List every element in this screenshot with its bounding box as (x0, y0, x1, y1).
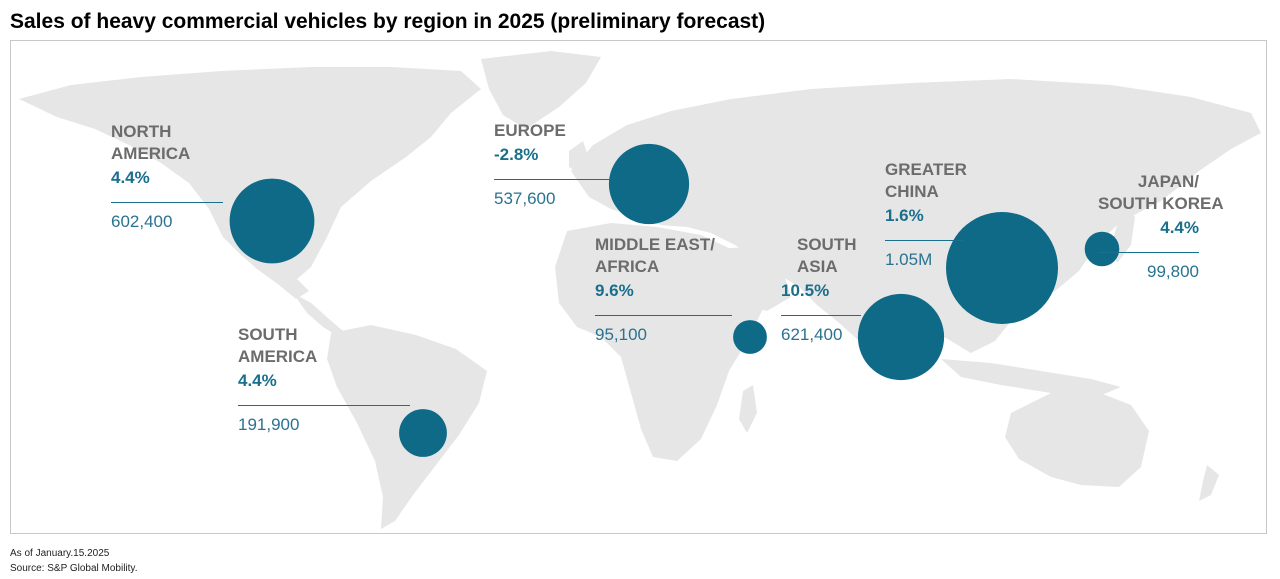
region-name: NORTH (111, 122, 172, 141)
landmass-uk (569, 141, 589, 173)
growth-rate: 4.4% (238, 371, 277, 390)
bubble-south-america (399, 409, 447, 457)
landmass-new-zealand (1199, 465, 1219, 501)
region-name: GREATER (885, 160, 967, 179)
growth-rate: 1.6% (885, 206, 924, 225)
sales-value: 1.05M (885, 250, 933, 269)
growth-rate: 10.5% (781, 281, 830, 300)
landmass-arabia (711, 247, 791, 311)
sales-value: 191,900 (238, 415, 300, 434)
region-name: MIDDLE EAST/ (595, 235, 715, 254)
region-name: SOUTH (797, 235, 857, 254)
sales-value: 621,400 (781, 325, 843, 344)
sales-value: 99,800 (1147, 262, 1199, 281)
sales-value: 537,600 (494, 189, 556, 208)
leader-line (885, 240, 963, 241)
region-label-greater-china: GREATER CHINA 1.6% 1.05M (885, 159, 967, 271)
landmass-indonesia (941, 359, 1121, 397)
leader-line (238, 405, 410, 406)
region-label-north-america: NORTH AMERICA 4.4% 602,400 (111, 121, 223, 233)
region-name: AMERICA (111, 144, 191, 163)
region-name: ASIA (797, 257, 838, 276)
landmass-africa (555, 223, 763, 461)
bubble-japan-south-korea (1084, 231, 1120, 267)
leader-line (595, 315, 732, 316)
bubble-layer (229, 143, 1120, 457)
growth-rate: 4.4% (111, 168, 150, 187)
leader-line (1098, 252, 1199, 253)
leader-line (494, 179, 610, 180)
bubble-north-america (229, 178, 315, 264)
sales-value: 602,400 (111, 212, 173, 231)
region-name: EUROPE (494, 121, 566, 140)
region-label-middle-east-africa: MIDDLE EAST/ AFRICA 9.6% 95,100 (595, 234, 732, 346)
bubble-south-asia (857, 293, 945, 381)
region-name: CHINA (885, 182, 939, 201)
growth-rate: 9.6% (595, 281, 634, 300)
region-name: SOUTH KOREA (1098, 194, 1224, 213)
bubble-europe (608, 143, 690, 225)
map-panel: NORTH AMERICA 4.4% 602,400 SOUTH AMERICA… (10, 40, 1267, 534)
landmass-central-america (293, 293, 343, 337)
growth-rate: -2.8% (494, 145, 539, 164)
region-label-europe: EUROPE -2.8% 537,600 (494, 120, 610, 210)
leader-line (111, 202, 223, 203)
landmass-madagascar (739, 385, 757, 433)
as-of-note: As of January.15.2025 (10, 548, 110, 559)
landmass-eurasia (571, 79, 1261, 355)
landmass-australia (1005, 391, 1149, 487)
bubble-greater-china (946, 212, 1058, 324)
landmass-greenland (481, 51, 601, 129)
region-name: AMERICA (238, 347, 318, 366)
world-map (19, 51, 1261, 529)
region-name: JAPAN/ (1137, 172, 1199, 191)
region-label-south-asia: SOUTH ASIA 10.5% 621,400 (781, 234, 861, 346)
growth-rate: 4.4% (1160, 218, 1199, 237)
source-note: Source: S&P Global Mobility. (10, 563, 138, 574)
bubble-middle-east-africa (733, 320, 767, 354)
landmass-north-america (19, 67, 481, 299)
sales-value: 95,100 (595, 325, 647, 344)
leader-line (781, 315, 861, 316)
region-name: AFRICA (595, 257, 660, 276)
region-name: SOUTH (238, 325, 298, 344)
chart-title: Sales of heavy commercial vehicles by re… (10, 10, 766, 33)
region-label-japan-south-korea: JAPAN/ SOUTH KOREA 4.4% 99,800 (1098, 171, 1224, 283)
region-label-south-america: SOUTH AMERICA 4.4% 191,900 (238, 324, 410, 436)
